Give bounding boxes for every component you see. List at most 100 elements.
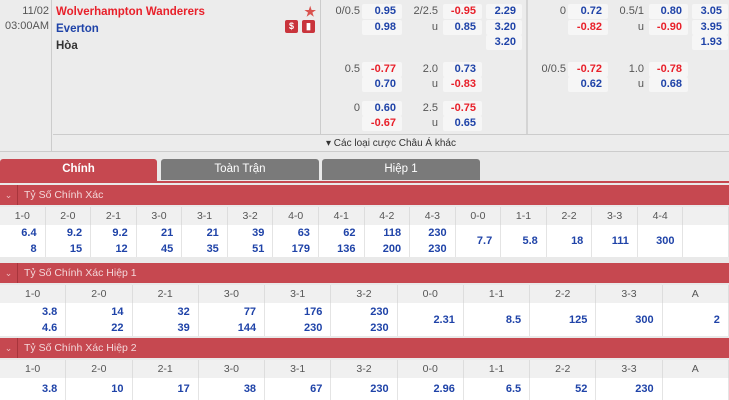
score-odds-value[interactable]: 8 — [30, 243, 37, 255]
1x2-odds[interactable]: 1.93 — [692, 35, 728, 50]
score-odds-value[interactable]: 125 — [569, 313, 588, 326]
score-odds-value[interactable]: 2 — [713, 313, 720, 326]
score-odds-value[interactable]: 62 — [343, 227, 356, 239]
score-odds-value[interactable]: 39 — [177, 321, 190, 334]
handicap-away-odds[interactable]: 0.98 — [362, 20, 402, 35]
score-odds-cell[interactable]: 3.8 4.6 — [0, 303, 67, 336]
over-odds[interactable]: -0.95 — [443, 4, 482, 19]
handicap-home-odds[interactable]: 0.95 — [362, 4, 402, 19]
score-odds-value[interactable]: 300 — [635, 313, 654, 326]
score-odds-value[interactable]: 300 — [656, 235, 675, 247]
score-odds-cell[interactable]: 6.4 8 — [0, 225, 46, 257]
handicap-home-odds[interactable]: -0.77 — [362, 62, 402, 77]
score-odds-value[interactable]: 230 — [370, 305, 389, 318]
score-odds-value[interactable]: 52 — [575, 383, 588, 395]
score-odds-value[interactable]: 10 — [111, 383, 124, 395]
score-odds-value[interactable]: 230 — [428, 243, 447, 255]
score-odds-value[interactable]: 230 — [370, 321, 389, 334]
score-odds-cell[interactable]: 52 — [530, 378, 597, 400]
score-odds-value[interactable]: 3.8 — [41, 383, 58, 395]
score-odds-value[interactable]: 12 — [115, 243, 128, 255]
score-odds-cell[interactable]: 2.31 — [398, 303, 464, 336]
handicap-away-odds[interactable]: -0.67 — [362, 116, 402, 131]
score-odds-value[interactable]: 230 — [428, 227, 447, 239]
score-odds-cell[interactable]: 67 — [265, 378, 332, 400]
under-odds[interactable]: -0.83 — [443, 77, 482, 92]
score-odds-value[interactable]: 51 — [252, 243, 265, 255]
score-odds-value[interactable]: 14 — [111, 305, 124, 318]
score-odds-value[interactable]: 4.6 — [41, 321, 58, 334]
score-odds-value[interactable]: 111 — [611, 235, 629, 247]
score-odds-cell[interactable]: 230 — [331, 378, 398, 400]
score-odds-cell[interactable]: 63 179 — [273, 225, 319, 257]
score-odds-cell[interactable]: 118 200 — [365, 225, 411, 257]
under-odds[interactable]: 0.85 — [443, 20, 482, 35]
score-odds-value[interactable]: 45 — [161, 243, 174, 255]
section-header[interactable]: ⌄ Tỷ Số Chính Xác Hiệp 2 — [0, 338, 729, 358]
score-odds-value[interactable]: 230 — [370, 383, 389, 395]
score-odds-value[interactable]: 2.31 — [433, 313, 455, 326]
score-odds-cell[interactable]: 6.5 — [464, 378, 531, 400]
chevron-down-icon[interactable]: ⌄ — [0, 263, 18, 283]
score-odds-cell[interactable]: 5.8 — [501, 225, 547, 257]
away-team[interactable]: Everton — [56, 23, 99, 35]
1x2-odds[interactable]: 3.20 — [486, 35, 522, 50]
score-odds-value[interactable]: 6.5 — [505, 383, 522, 395]
over-odds[interactable]: 0.73 — [443, 62, 482, 77]
score-odds-cell[interactable]: 9.2 15 — [46, 225, 92, 257]
score-odds-cell[interactable]: 21 45 — [137, 225, 183, 257]
score-odds-value[interactable]: 8.5 — [505, 313, 522, 326]
over-odds[interactable]: -0.78 — [649, 62, 688, 77]
score-odds-cell[interactable] — [683, 225, 729, 257]
score-odds-value[interactable]: 22 — [111, 321, 124, 334]
score-odds-value[interactable]: 32 — [177, 305, 190, 318]
score-odds-cell[interactable]: 230 — [596, 378, 663, 400]
score-odds-value[interactable]: 67 — [310, 383, 323, 395]
score-odds-value[interactable]: 3.8 — [41, 305, 58, 318]
score-odds-cell[interactable]: 39 51 — [228, 225, 274, 257]
score-odds-value[interactable]: 18 — [571, 235, 584, 247]
score-odds-value[interactable]: 144 — [237, 321, 257, 334]
score-odds-cell[interactable]: 14 22 — [66, 303, 133, 336]
chevron-down-icon[interactable]: ⌄ — [0, 185, 18, 205]
score-odds-cell[interactable] — [663, 378, 729, 400]
score-odds-value[interactable]: 38 — [243, 383, 257, 395]
score-odds-value[interactable]: 176 — [303, 305, 323, 318]
score-odds-cell[interactable]: 230 230 — [410, 225, 456, 257]
score-odds-cell[interactable]: 77 144 — [199, 303, 266, 336]
handicap-home-odds[interactable]: 0.72 — [568, 4, 608, 19]
score-odds-value[interactable]: 63 — [297, 227, 310, 239]
score-odds-cell[interactable]: 2.96 — [398, 378, 464, 400]
1x2-odds[interactable]: 2.29 — [486, 4, 522, 19]
score-odds-cell[interactable]: 300 — [638, 225, 684, 257]
score-odds-value[interactable]: 5.8 — [522, 235, 538, 247]
handicap-away-odds[interactable]: -0.82 — [568, 20, 608, 35]
score-odds-value[interactable]: 7.7 — [476, 235, 493, 247]
score-odds-cell[interactable]: 3.8 — [0, 378, 67, 400]
score-odds-value[interactable]: 200 — [382, 243, 402, 255]
section-header[interactable]: ⌄ Tỷ Số Chính Xác Hiệp 1 — [0, 263, 729, 283]
star-icon[interactable]: ★ — [304, 4, 316, 19]
odds-dollar-icon[interactable]: $ — [285, 20, 298, 33]
more-asian-odds-link[interactable]: ▾ Các loại cược Châu Á khác — [53, 134, 729, 152]
score-odds-value[interactable]: 2.96 — [433, 383, 455, 395]
score-odds-cell[interactable]: 38 — [199, 378, 266, 400]
score-odds-cell[interactable]: 111 — [592, 225, 638, 257]
score-odds-value[interactable]: 118 — [383, 227, 402, 239]
tab-main[interactable]: Chính — [0, 159, 157, 182]
score-odds-value[interactable]: 35 — [206, 243, 219, 255]
score-odds-cell[interactable]: 176 230 — [265, 303, 332, 336]
score-odds-cell[interactable]: 62 136 — [319, 225, 365, 257]
score-odds-cell[interactable]: 10 — [66, 378, 133, 400]
over-odds[interactable]: -0.75 — [443, 101, 482, 116]
score-odds-cell[interactable]: 32 39 — [133, 303, 199, 336]
score-odds-value[interactable]: 230 — [303, 321, 323, 334]
score-odds-value[interactable]: 21 — [161, 227, 174, 239]
score-odds-value[interactable]: 6.4 — [21, 227, 37, 239]
score-odds-cell[interactable]: 2 — [663, 303, 729, 336]
score-odds-value[interactable]: 230 — [635, 383, 654, 395]
score-odds-value[interactable]: 15 — [69, 243, 83, 255]
tab-first-half[interactable]: Hiệp 1 — [322, 159, 480, 180]
handicap-away-odds[interactable]: 0.70 — [362, 77, 402, 92]
stats-chart-icon[interactable]: ▮ — [302, 20, 315, 33]
